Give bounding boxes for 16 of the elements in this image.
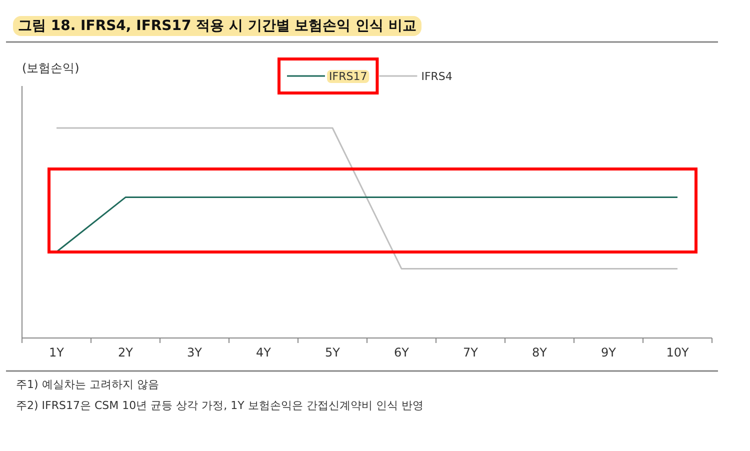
x-tick-label: 2Y (118, 346, 134, 360)
x-tick-label: 6Y (394, 346, 410, 360)
legend-label: IFRS4 (421, 70, 452, 83)
chart-title: 그림 18. IFRS4, IFRS17 적용 시 기간별 보험손익 인식 비교 (18, 18, 416, 34)
legend-label: IFRS17 (329, 70, 368, 83)
x-tick-label: 5Y (325, 346, 341, 360)
x-tick-label: 9Y (601, 346, 617, 360)
y-axis-title: (보험손익) (22, 61, 80, 75)
text: 주2) IFRS17은 CSM 10년 균등 상각 가정, 1Y 보험손익은 간접신계약비 인식 반영 (16, 399, 424, 412)
x-tick-label: 10Y (666, 346, 690, 360)
x-tick-label: 4Y (256, 346, 272, 360)
x-tick-label: 1Y (49, 346, 65, 360)
x-tick-label: 8Y (532, 346, 548, 360)
text: 주1) 예실차는 고려하지 않음 (16, 378, 159, 391)
x-tick-label: 7Y (463, 346, 479, 360)
x-tick-label: 3Y (187, 346, 203, 360)
